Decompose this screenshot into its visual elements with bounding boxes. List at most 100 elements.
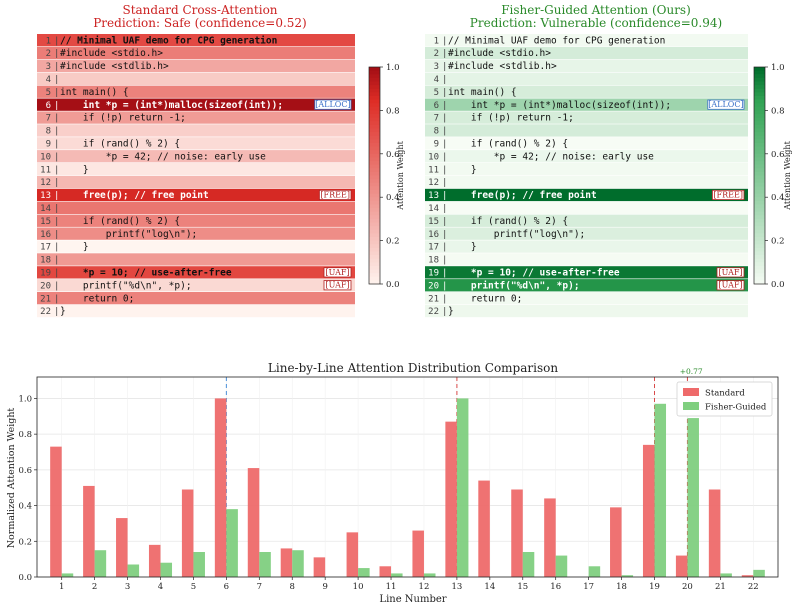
colorbar-segment <box>369 117 380 122</box>
colorbar-segment <box>754 247 765 252</box>
colorbar-tick-label: 1.0 <box>771 63 785 73</box>
line-separator: | <box>442 204 447 214</box>
line-number: 10 <box>40 152 51 162</box>
line-number: 3 <box>434 62 439 72</box>
line-separator: | <box>442 127 447 137</box>
x-tick-label: 1 <box>59 582 64 592</box>
tag-box <box>716 280 745 291</box>
line-separator: | <box>54 217 59 227</box>
code-row: 15 | if (rand() % 2) { <box>425 214 748 227</box>
colorbar-segment <box>754 229 765 234</box>
tag-box <box>323 280 352 291</box>
colorbar-segment <box>754 164 765 169</box>
row-heat-cell <box>425 227 748 240</box>
tag-uaf: [UAF] <box>718 281 742 290</box>
colorbar-segment <box>369 269 380 274</box>
bar-standard-10 <box>346 532 359 577</box>
colorbar-segment <box>369 67 380 72</box>
code-row: 16 | printf("log\n"); <box>37 227 355 240</box>
code-row: 10 | *p = 42; // noise: early use <box>425 150 748 163</box>
row-heat-cell <box>37 59 355 73</box>
bar-fisher-guided-18 <box>621 575 634 577</box>
row-heat-cell <box>425 46 748 60</box>
code-row: 5 | int main() { <box>37 85 355 98</box>
code-row: 18 | <box>425 253 748 266</box>
colorbar-segment <box>369 121 380 126</box>
colorbar-segment <box>369 262 380 267</box>
code-row: 8 | <box>37 124 355 137</box>
y-axis-label: Normalized Attention Weight <box>6 408 17 549</box>
line-separator: | <box>54 165 59 175</box>
colorbar-segment <box>754 218 765 224</box>
right-panel-subtitle: Prediction: Vulnerable (confidence=0.94) <box>470 16 722 30</box>
line-separator: | <box>54 178 59 188</box>
line-separator: | <box>442 178 447 188</box>
line-number: 7 <box>434 114 439 124</box>
code-row: 1 |// Minimal UAF demo for CPG generation <box>425 34 748 47</box>
legend-label: Standard <box>705 389 745 399</box>
line-number: 14 <box>40 204 51 214</box>
bar-standard-22 <box>741 575 754 577</box>
x-tick-label: 15 <box>517 582 528 592</box>
code-row: 8 | <box>425 124 748 137</box>
line-number: 2 <box>46 49 51 59</box>
code-text: } <box>448 164 477 175</box>
tag-box <box>716 267 745 278</box>
tag-alloc: [ALLOC] <box>315 100 350 109</box>
code-text: printf("log\n"); <box>60 229 197 240</box>
colorbar-segment <box>369 255 380 260</box>
colorbar-segment <box>369 132 380 137</box>
code-row: 13 | free(p); // free point [FREE] <box>425 188 748 202</box>
code-row: 12 | <box>425 175 748 189</box>
line-number: 21 <box>428 294 439 304</box>
tag-free: [FREE] <box>320 190 350 199</box>
code-row: 22 |} <box>425 304 748 317</box>
colorbar-tick-label: 0.8 <box>386 106 400 116</box>
row-heat-cell <box>37 124 355 137</box>
line-separator: | <box>54 49 59 59</box>
x-tick-label: 18 <box>616 582 627 592</box>
colorbar-segment <box>754 215 765 220</box>
code-row: 21 | return 0; <box>37 292 355 305</box>
colorbar-segment <box>754 117 765 122</box>
code-row: 7 | if (!p) return -1; <box>425 111 748 124</box>
colorbar-segment <box>754 77 765 82</box>
row-heat-cell <box>425 175 748 189</box>
row-heat-cell <box>37 34 355 47</box>
left-panel-subtitle: Prediction: Safe (confidence=0.52) <box>93 16 307 30</box>
row-heat-cell <box>37 175 355 189</box>
line-separator: | <box>442 75 447 85</box>
improvement-annotation: +0.77 <box>680 367 703 376</box>
code-text: if (!p) return -1; <box>448 113 574 124</box>
row-heat-cell <box>425 124 748 137</box>
line-separator: | <box>442 140 447 150</box>
colorbar-segment <box>369 200 380 205</box>
row-heat-cell <box>425 240 748 253</box>
line-number: 1 <box>46 36 51 46</box>
chart-title: Line-by-Line Attention Distribution Comp… <box>268 361 558 375</box>
code-text: *p = 42; // noise: early use <box>448 151 654 162</box>
colorbar-segment <box>754 99 765 104</box>
y-tick-label: 0.6 <box>18 466 32 476</box>
colorbar-segment <box>369 276 380 281</box>
right-colorbar: 0.0 0.2 0.4 0.6 0.8 1.0 Attention Weight <box>753 63 792 290</box>
colorbar-segment <box>369 229 380 234</box>
row-heat-cell <box>425 34 748 47</box>
code-row: 6 | int *p = (int*)malloc(sizeof(int)); [A… <box>425 98 748 111</box>
colorbar-segment <box>369 189 380 195</box>
bar-standard-18 <box>610 507 622 577</box>
bar-fisher-guided-15 <box>522 552 535 577</box>
tag-box <box>712 189 745 201</box>
row-heat-cell <box>425 85 748 98</box>
code-row: 2 | #include <stdio.h> <box>425 46 748 60</box>
colorbar-segment <box>369 244 380 249</box>
colorbar-segment <box>369 226 380 231</box>
bar-standard-11 <box>379 566 392 577</box>
line-number: 2 <box>434 49 439 59</box>
row-heat-cell <box>425 292 748 305</box>
bar-fisher-guided-3 <box>127 564 140 577</box>
colorbar-segment <box>754 276 765 281</box>
line-separator: | <box>442 191 447 201</box>
colorbar-segment <box>754 161 765 166</box>
code-text: #include <stdlib.h> <box>60 61 169 72</box>
